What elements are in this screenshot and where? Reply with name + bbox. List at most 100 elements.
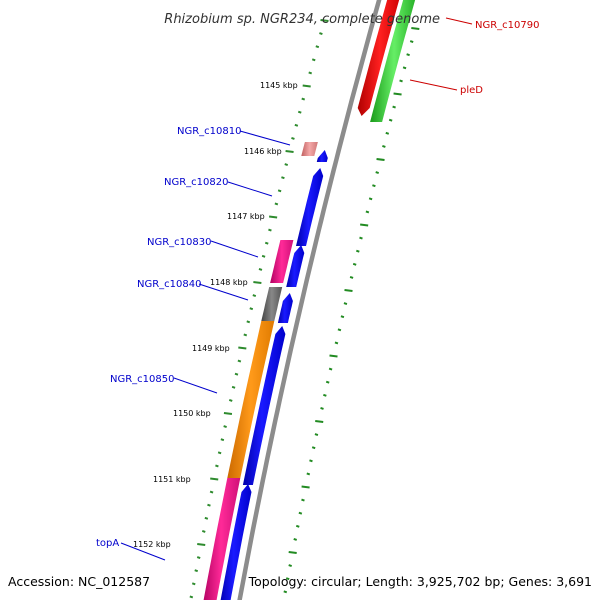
kbp-tick <box>302 84 311 88</box>
gene-arrow-blue <box>220 484 252 600</box>
kbp-tick <box>293 537 298 541</box>
kbp-tick <box>249 307 254 311</box>
kbp-tick <box>288 564 292 568</box>
kbp-tick <box>323 393 327 397</box>
gene-arrow-pink <box>270 240 294 283</box>
gene-arrow-blue <box>286 245 305 287</box>
gene-label-ngr-c10830[interactable]: NGR_c10830 <box>147 237 212 248</box>
kbp-tick <box>294 123 299 127</box>
kbp-tick <box>238 346 247 350</box>
leader-line <box>227 181 273 197</box>
kbp-tick <box>319 32 323 36</box>
kbp-tick <box>234 372 239 376</box>
kbp-tick <box>197 543 206 546</box>
kbp-tick <box>284 163 289 167</box>
kbp-label: 1152 kbp <box>133 540 171 549</box>
kbp-tick <box>297 110 302 114</box>
kbp-tick <box>252 294 257 298</box>
gene-label-ngr-c10840[interactable]: NGR_c10840 <box>137 279 202 290</box>
gene-label-ngr-c10790[interactable]: NGR_c10790 <box>475 20 540 31</box>
gene-arrow-blue <box>277 293 293 323</box>
kbp-label: 1146 kbp <box>244 147 282 156</box>
leader-line <box>210 240 259 258</box>
kbp-tick <box>258 267 263 271</box>
gene-label-ngr-c10820[interactable]: NGR_c10820 <box>164 177 229 188</box>
kbp-tick <box>223 425 227 429</box>
kbp-tick <box>392 105 396 109</box>
kbp-label: 1147 kbp <box>227 212 265 221</box>
kbp-tick <box>359 236 363 240</box>
kbp-tick <box>329 354 338 358</box>
kbp-tick <box>231 385 236 389</box>
kbp-tick-ring-inner <box>189 19 329 599</box>
kbp-tick <box>320 406 324 410</box>
kbp-tick <box>365 210 370 214</box>
kbp-tick <box>306 472 311 476</box>
kbp-tick <box>285 150 294 153</box>
kbp-tick <box>311 58 316 62</box>
kbp-tick <box>314 433 319 437</box>
kbp-tick <box>281 176 285 180</box>
leader-line <box>409 79 458 91</box>
kbp-tick <box>360 223 369 227</box>
kbp-tick <box>274 202 279 206</box>
gene-arrow-blue <box>316 150 328 162</box>
genome-title: Rhizobium sp. NGR234, complete genome <box>164 12 440 27</box>
kbp-tick <box>393 92 402 96</box>
gene-label-topa[interactable]: topA <box>96 538 119 549</box>
kbp-tick <box>196 556 201 560</box>
kbp-tick <box>334 341 339 345</box>
gene-arrow-blue <box>296 168 324 246</box>
kbp-tick <box>295 524 300 528</box>
kbp-tick <box>277 189 282 193</box>
gene-features <box>203 0 416 600</box>
kbp-tick <box>209 490 214 494</box>
leader-line <box>445 17 473 25</box>
kbp-tick <box>194 569 199 573</box>
gene-arrow-green <box>370 0 416 122</box>
kbp-tick <box>191 582 196 586</box>
gene-label-ngr-c10810[interactable]: NGR_c10810 <box>177 126 242 137</box>
kbp-tick <box>406 53 410 57</box>
kbp-tick <box>349 275 354 279</box>
kbp-tick <box>301 498 305 502</box>
kbp-tick <box>352 262 357 266</box>
kbp-tick <box>269 215 278 219</box>
kbp-tick <box>399 79 403 83</box>
kbp-tick <box>301 97 306 101</box>
genome-backbone <box>237 0 382 600</box>
kbp-tick <box>268 228 272 232</box>
gene-arrow-pink <box>203 478 241 600</box>
kbp-label: 1149 kbp <box>192 344 230 353</box>
kbp-tick <box>320 19 329 22</box>
kbp-tick <box>253 281 262 284</box>
gene-arrow-salmon <box>301 142 318 156</box>
kbp-tick <box>385 131 390 135</box>
kbp-tick <box>220 438 225 442</box>
kbp-tick <box>223 412 233 415</box>
kbp-tick <box>207 503 211 507</box>
gene-label-ngr-c10850[interactable]: NGR_c10850 <box>110 374 175 385</box>
label-leader-lines <box>120 17 473 561</box>
kbp-tick <box>411 27 420 30</box>
kbp-tick <box>344 289 353 292</box>
gene-arrow-blue <box>242 326 286 485</box>
kbp-tick <box>264 241 269 245</box>
kbp-tick <box>215 464 219 468</box>
kbp-tick <box>298 511 303 515</box>
kbp-tick <box>340 315 345 319</box>
gene-label-pled[interactable]: pleD <box>460 85 483 96</box>
gene-arrow-orange <box>227 321 275 478</box>
gene-arrow-gray <box>261 287 283 321</box>
kbp-tick <box>189 595 194 599</box>
kbp-tick <box>228 398 233 402</box>
kbp-tick <box>315 45 320 49</box>
kbp-label: 1150 kbp <box>173 409 211 418</box>
topology-label: Topology: circular; Length: 3,925,702 bp… <box>248 574 592 589</box>
kbp-tick <box>309 459 313 463</box>
kbp-tick <box>301 485 310 489</box>
kbp-tick <box>409 40 414 44</box>
kbp-tick <box>315 420 324 423</box>
kbp-tick <box>368 197 373 201</box>
